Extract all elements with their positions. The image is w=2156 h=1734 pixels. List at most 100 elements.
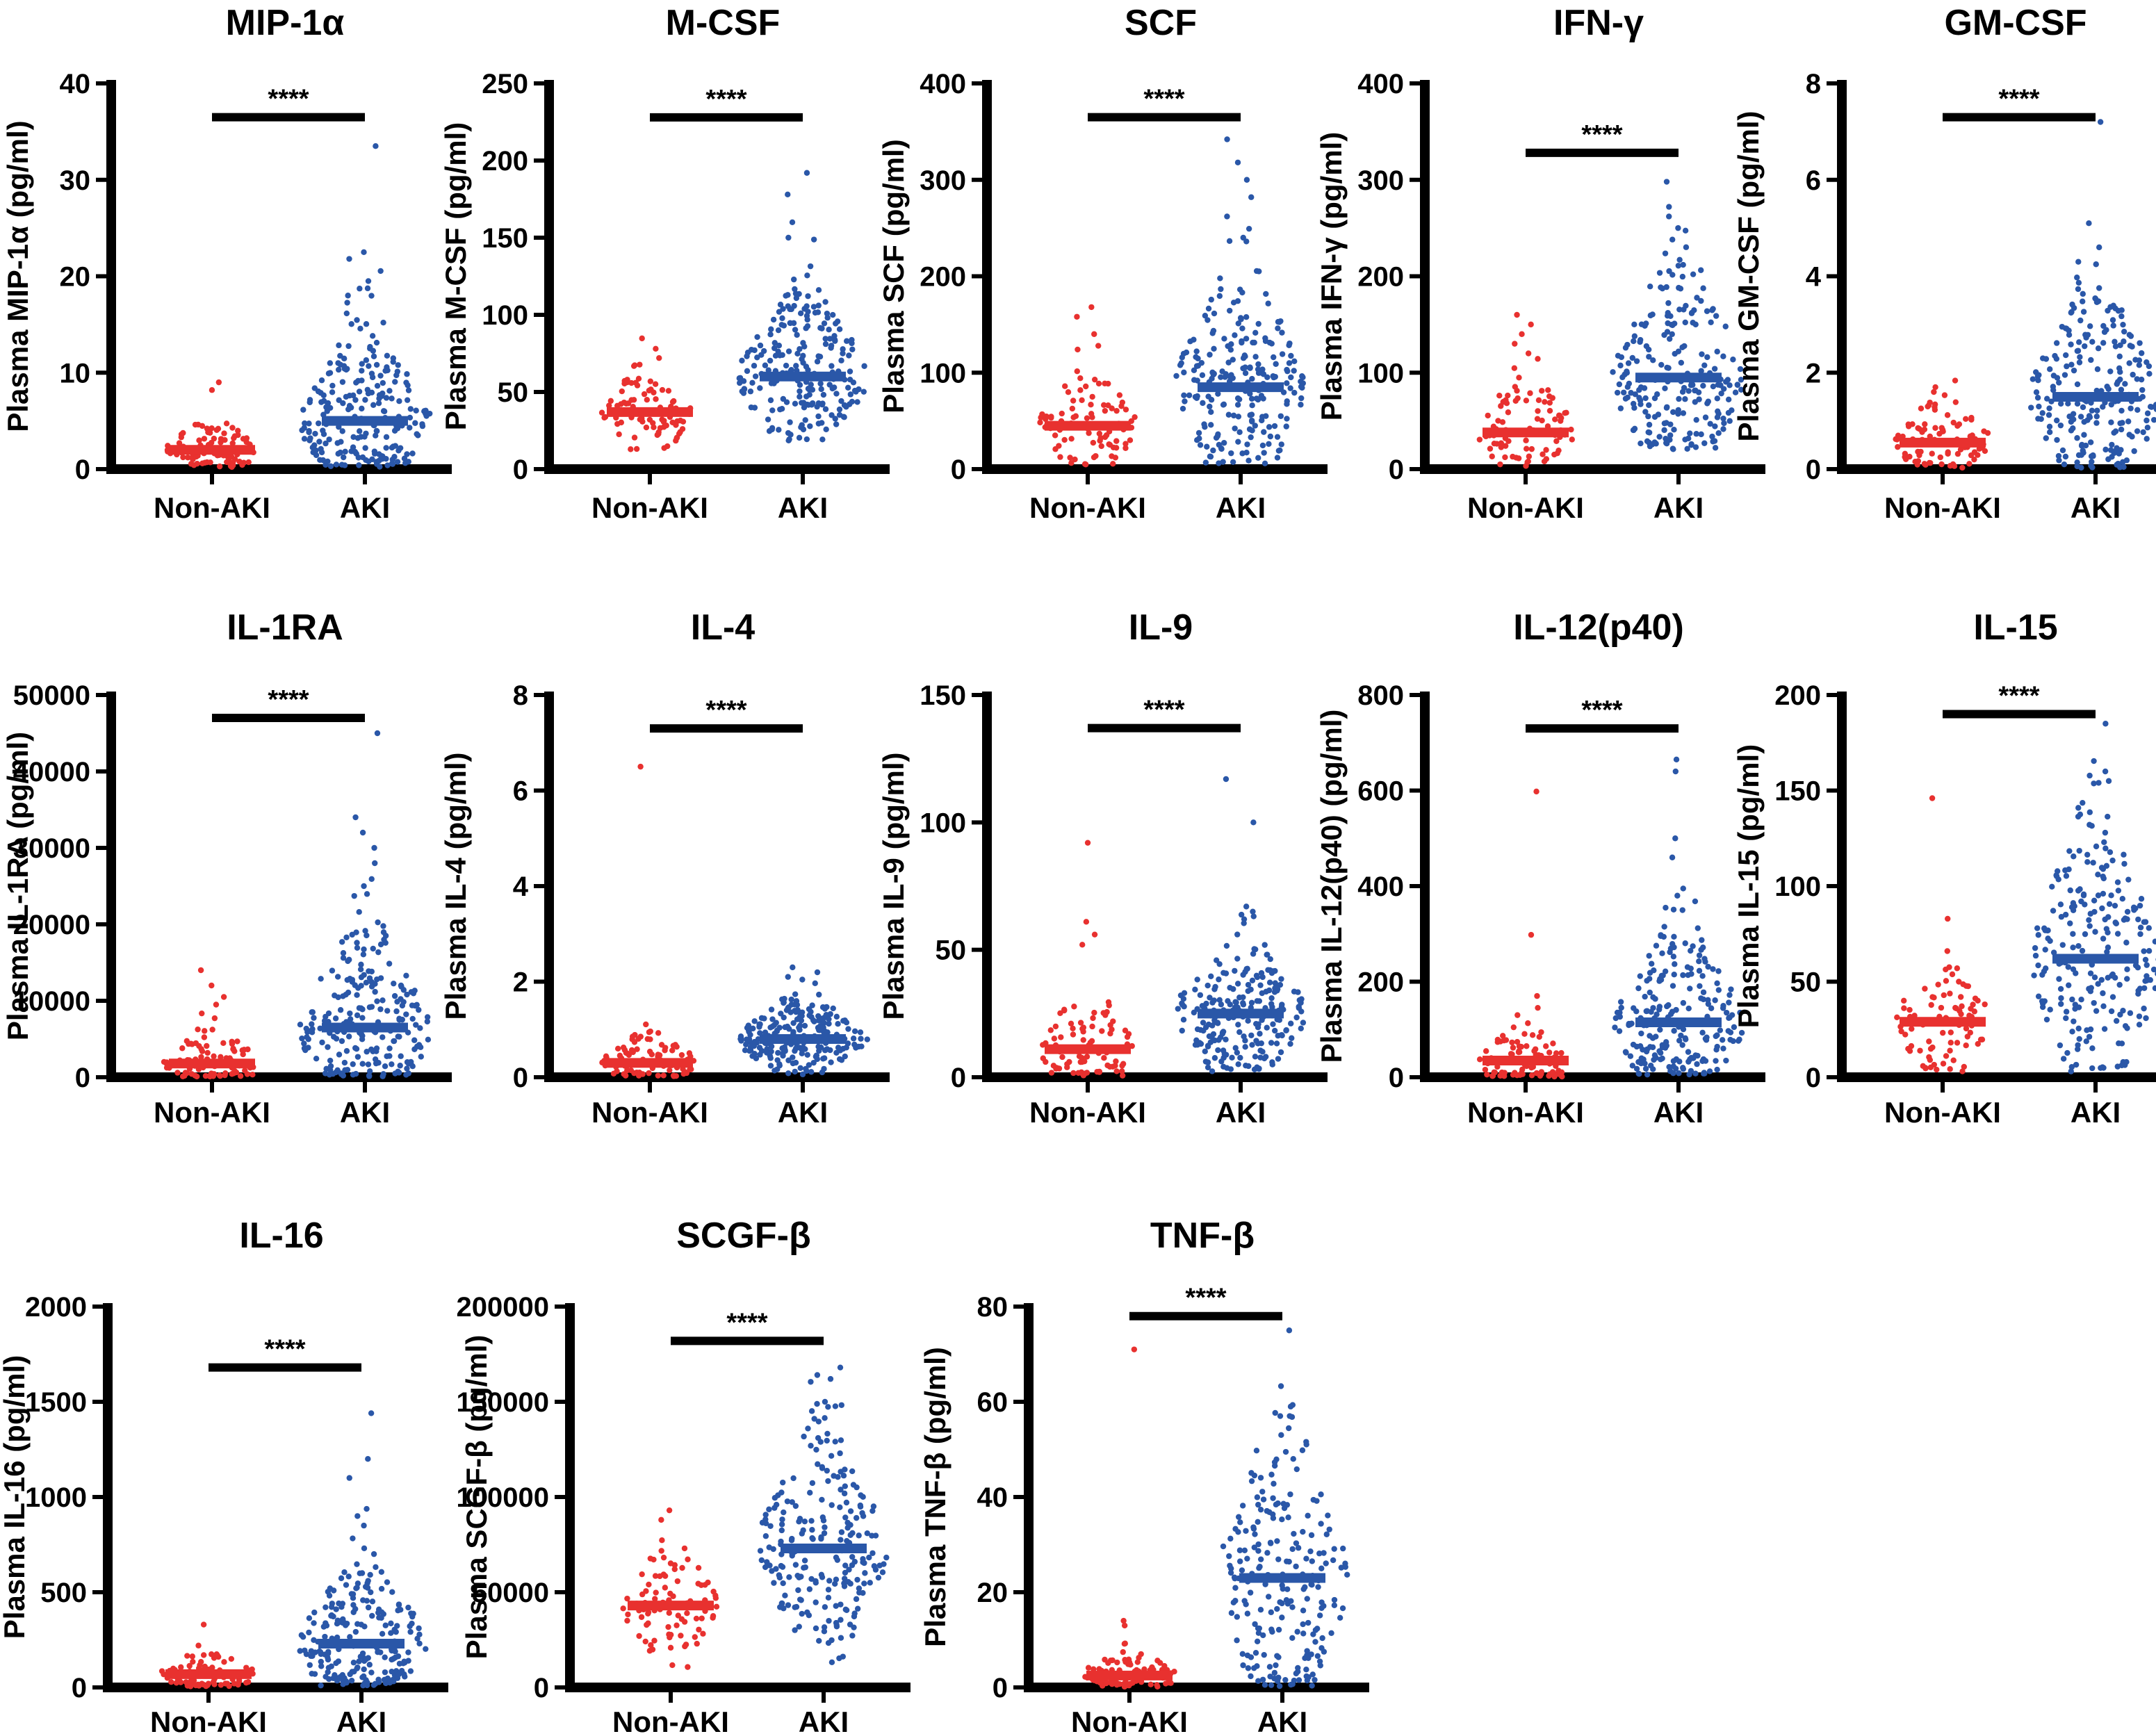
data-point: [1954, 965, 1961, 972]
data-point: [2080, 404, 2086, 411]
data-point: [1546, 400, 1553, 406]
data-point: [1692, 444, 1699, 450]
data-point: [1250, 908, 1256, 915]
data-point: [1678, 1032, 1684, 1039]
data-point: [2043, 356, 2050, 362]
data-point: [2091, 780, 2097, 787]
data-point: [1116, 392, 1123, 398]
data-point: [1714, 980, 1720, 986]
data-point: [785, 292, 791, 298]
data-point: [1935, 981, 1941, 988]
y-tick-label: 50: [498, 377, 529, 408]
data-point: [1615, 352, 1622, 359]
data-point: [778, 1011, 784, 1017]
data-point: [2054, 417, 2060, 424]
data-point: [1296, 1005, 1302, 1011]
data-point: [776, 1062, 783, 1069]
data-point: [1089, 1023, 1095, 1030]
data-point: [2080, 891, 2087, 898]
data-point: [1274, 1538, 1280, 1544]
data-point: [1208, 422, 1214, 428]
data-point: [325, 1656, 332, 1663]
data-point: [1257, 1475, 1264, 1481]
data-point: [1235, 1514, 1242, 1520]
x-category-label: Non-AKI: [1071, 1706, 1188, 1734]
data-point: [1220, 459, 1226, 465]
data-point: [847, 1532, 854, 1538]
data-point: [2034, 395, 2041, 401]
data-point: [2078, 997, 2084, 1003]
data-point: [1267, 1674, 1273, 1680]
data-point: [1651, 1056, 1657, 1063]
data-point: [652, 381, 659, 387]
data-point: [1230, 412, 1237, 419]
data-point: [1109, 405, 1115, 411]
data-point: [375, 400, 382, 407]
data-point: [1673, 756, 1680, 763]
data-point: [368, 979, 375, 985]
data-point: [1260, 1496, 1267, 1503]
data-point: [2056, 976, 2062, 982]
data-point: [2107, 849, 2114, 856]
data-point: [2108, 892, 2114, 899]
data-point: [180, 454, 186, 461]
data-point: [836, 1056, 843, 1063]
data-point: [1069, 405, 1076, 412]
data-point: [1635, 985, 1642, 992]
data-point: [1091, 931, 1098, 938]
data-point: [1257, 1047, 1264, 1054]
data-point: [648, 1642, 654, 1649]
data-point: [1730, 357, 1736, 363]
data-point: [350, 1660, 357, 1666]
data-point: [2098, 1065, 2104, 1071]
data-point: [388, 1620, 394, 1627]
data-point: [1258, 970, 1265, 976]
data-point: [297, 1022, 304, 1028]
data-point: [2144, 424, 2151, 431]
significance-label: ****: [705, 696, 746, 725]
chart-title: TNF-β: [1150, 1216, 1255, 1256]
data-point: [1535, 397, 1542, 404]
data-point: [630, 1049, 636, 1056]
data-point: [1646, 421, 1653, 428]
data-point: [826, 336, 833, 342]
data-point: [2066, 332, 2073, 338]
data-point: [1274, 1605, 1280, 1612]
data-point: [2079, 947, 2086, 954]
data-point: [359, 1006, 366, 1013]
data-point: [622, 1072, 629, 1079]
data-point: [786, 1026, 792, 1032]
data-point: [2071, 304, 2077, 311]
data-point: [368, 1589, 374, 1596]
data-point: [357, 966, 364, 973]
data-point: [1227, 1535, 1234, 1542]
data-point: [822, 299, 828, 305]
data-point: [236, 1678, 243, 1685]
data-point: [603, 1053, 610, 1060]
y-tick-label: 500: [40, 1578, 87, 1608]
data-point: [1265, 1594, 1272, 1600]
data-point: [1295, 1665, 1301, 1671]
data-point: [856, 1585, 863, 1592]
data-point: [338, 1575, 345, 1582]
data-point: [1715, 968, 1722, 974]
data-point: [2105, 944, 2112, 951]
data-point: [1180, 350, 1187, 357]
data-point: [869, 1550, 876, 1556]
data-point: [344, 300, 350, 306]
data-point: [1943, 978, 1950, 984]
data-point: [742, 1047, 749, 1054]
data-point: [824, 1437, 830, 1444]
y-tick-label: 150000: [457, 1387, 549, 1418]
data-point: [196, 437, 202, 443]
y-tick-label: 100: [920, 808, 966, 838]
data-point: [838, 1529, 845, 1535]
data-point: [1110, 461, 1116, 467]
data-point: [1738, 377, 1745, 383]
data-point: [1664, 439, 1670, 445]
data-point: [379, 379, 386, 386]
data-point: [2074, 400, 2081, 407]
data-point: [1631, 404, 1638, 411]
data-point: [844, 1519, 851, 1526]
